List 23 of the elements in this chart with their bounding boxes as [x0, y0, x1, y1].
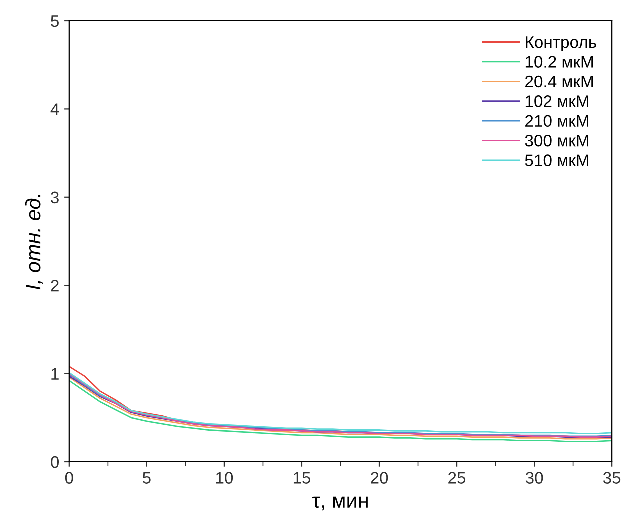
legend-label: 10.2 мкМ [526, 56, 594, 68]
x-tick-label: 10 [216, 472, 234, 484]
x-tick-label: 0 [65, 472, 74, 484]
legend-label: 210 мкМ [526, 115, 588, 128]
legend-label: 300 мкМ [525, 134, 588, 147]
x-tick-label: 30 [526, 472, 544, 484]
y-tick-label: 1 [52, 368, 59, 380]
x-tick-label: 15 [294, 472, 311, 484]
y-tick-label: 3 [51, 192, 59, 204]
x-tick-label: 5 [142, 472, 151, 484]
x-tick-label: 20 [371, 472, 388, 484]
x-axis-title: τ, мин [312, 496, 368, 511]
y-tick-label: 2 [51, 280, 59, 292]
y-tick-label: 5 [51, 16, 59, 28]
legend-label: 102 мкМ [526, 96, 588, 108]
legend-label: 510 мкМ [525, 154, 588, 166]
x-tick-label: 25 [448, 472, 466, 484]
legend-label: Контроль [526, 36, 596, 52]
x-tick-label: 35 [603, 472, 621, 484]
legend-label: 20.4 мкМ [526, 76, 594, 88]
y-tick-label: 0 [51, 456, 60, 468]
y-tick-label: 4 [50, 104, 60, 116]
y-axis-title: I, отн. ед. [25, 195, 44, 290]
